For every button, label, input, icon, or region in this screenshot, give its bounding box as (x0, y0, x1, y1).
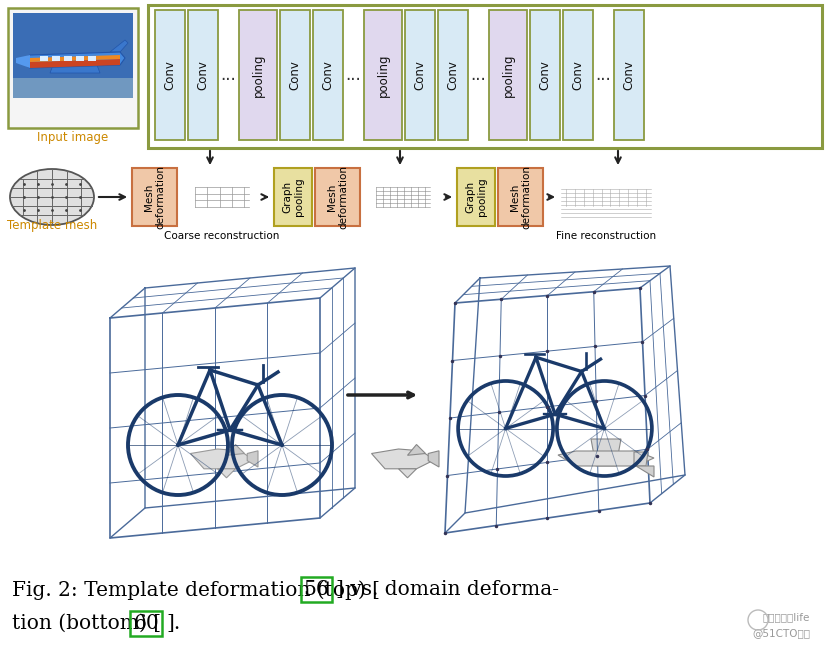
Polygon shape (371, 449, 434, 469)
Bar (489, 10, 527, 140)
Polygon shape (407, 445, 425, 455)
Text: Mesh
deformation: Mesh deformation (509, 165, 531, 229)
Polygon shape (590, 439, 620, 466)
Bar (8, 8, 137, 128)
Bar (437, 10, 468, 140)
Text: Mesh
deformation: Mesh deformation (143, 165, 165, 229)
Text: Conv: Conv (570, 60, 584, 90)
Text: pooling: pooling (501, 53, 514, 96)
Bar (52, 56, 60, 61)
Bar (498, 168, 542, 226)
Text: ].: ]. (166, 614, 181, 633)
Text: pooling: pooling (376, 53, 389, 96)
Polygon shape (50, 60, 100, 73)
Bar (529, 10, 560, 140)
Bar (562, 10, 592, 140)
Polygon shape (226, 445, 244, 455)
Text: ...: ... (344, 66, 360, 84)
Bar (64, 56, 72, 61)
Polygon shape (247, 451, 258, 467)
Text: Mesh
deformation: Mesh deformation (326, 165, 348, 229)
Bar (456, 168, 494, 226)
Polygon shape (20, 52, 125, 68)
Bar (88, 56, 96, 61)
Bar (405, 10, 435, 140)
Bar (13, 78, 132, 98)
Text: Input image: Input image (37, 131, 108, 144)
Polygon shape (30, 55, 120, 62)
Bar (148, 5, 821, 148)
Bar (238, 10, 277, 140)
Bar (188, 10, 218, 140)
Polygon shape (190, 449, 253, 469)
Text: 56: 56 (303, 580, 329, 599)
Text: Fig. 2: Template deformation (top) [: Fig. 2: Template deformation (top) [ (12, 580, 379, 600)
Bar (76, 56, 84, 61)
Polygon shape (30, 59, 120, 68)
Polygon shape (398, 469, 416, 478)
Text: Conv: Conv (196, 60, 209, 90)
Text: ] vs. domain deforma-: ] vs. domain deforma- (336, 580, 559, 599)
Text: Template mesh: Template mesh (7, 218, 97, 232)
Text: @51CTO博客: @51CTO博客 (751, 628, 809, 638)
Polygon shape (428, 451, 439, 467)
Bar (155, 10, 185, 140)
Bar (614, 10, 643, 140)
Text: 计算机视觉life: 计算机视觉life (762, 612, 809, 622)
Text: 60: 60 (133, 614, 159, 633)
Text: tion (bottom) [: tion (bottom) [ (12, 614, 161, 633)
Text: ...: ... (469, 66, 485, 84)
Polygon shape (633, 452, 647, 466)
Bar (13, 13, 132, 98)
Polygon shape (217, 469, 235, 478)
Text: Conv: Conv (321, 60, 334, 90)
Text: ...: ... (220, 66, 236, 84)
Bar (132, 168, 177, 226)
Bar (313, 10, 343, 140)
Text: Graph
pooling: Graph pooling (465, 178, 486, 216)
Text: Coarse reconstruction: Coarse reconstruction (164, 231, 279, 241)
Text: Conv: Conv (538, 60, 551, 90)
Polygon shape (110, 40, 128, 52)
Text: Conv: Conv (413, 60, 426, 90)
Polygon shape (635, 466, 653, 477)
Ellipse shape (10, 169, 94, 225)
Bar (40, 56, 48, 61)
Bar (274, 168, 311, 226)
Bar (363, 10, 402, 140)
Text: pooling: pooling (251, 53, 264, 96)
Text: Graph
pooling: Graph pooling (282, 178, 303, 216)
Text: Conv: Conv (288, 60, 301, 90)
Polygon shape (557, 451, 653, 466)
Text: Conv: Conv (446, 60, 459, 90)
Polygon shape (16, 55, 30, 68)
Text: Conv: Conv (163, 60, 176, 90)
Bar (280, 10, 310, 140)
Text: Conv: Conv (622, 60, 635, 90)
Bar (315, 168, 359, 226)
Text: Fine reconstruction: Fine reconstruction (556, 231, 655, 241)
Text: ...: ... (595, 66, 610, 84)
